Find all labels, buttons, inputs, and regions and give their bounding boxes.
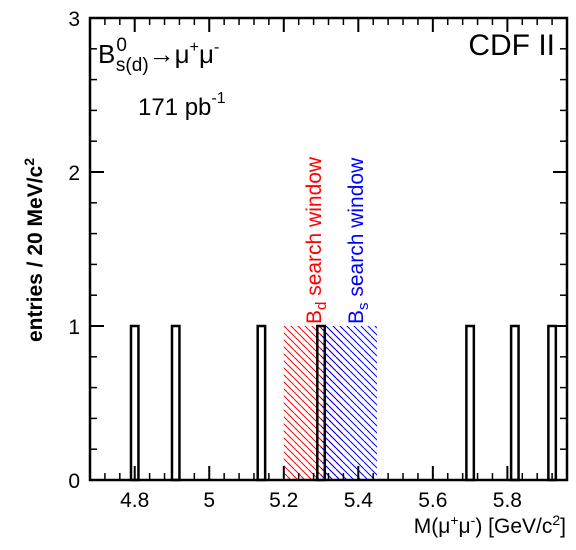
x-tick-label: 5.8 (493, 489, 522, 512)
x-tick-label: 5 (203, 489, 215, 512)
histogram-bin-2 (170, 324, 181, 482)
search-window-bs (321, 326, 377, 480)
decay-annotation: B0 s(d)→μ+μ- (98, 35, 219, 76)
x-tick-label: 5.2 (269, 489, 298, 512)
histogram-bin-5 (465, 324, 476, 482)
x-tick-label: 4.8 (120, 489, 149, 512)
histogram-bin-3 (256, 324, 267, 482)
y-tick-label: 0 (68, 470, 80, 493)
x-tick-label: 5.4 (344, 489, 374, 512)
histogram-bin-1 (129, 324, 140, 482)
experiment-label: CDF II (468, 29, 555, 62)
luminosity-label: 171 pb-1 (138, 90, 226, 121)
y-tick-label: 1 (68, 316, 80, 339)
x-axis-label: M(μ+μ-) [GeV/c2] (414, 512, 566, 538)
y-tick-label: 3 (68, 8, 80, 31)
histogram-bin-7 (547, 324, 558, 482)
bs-window-label: Bs search window (345, 157, 372, 324)
bd-window-label: Bd search window (303, 156, 330, 324)
histogram-bin-6 (509, 324, 520, 482)
y-tick-label: 2 (68, 162, 80, 185)
y-axis-label: entries / 20 MeV/c2 (21, 158, 47, 342)
x-tick-label: 5.6 (418, 489, 447, 512)
